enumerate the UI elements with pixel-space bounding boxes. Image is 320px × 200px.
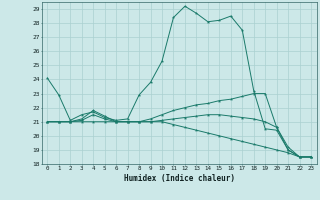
X-axis label: Humidex (Indice chaleur): Humidex (Indice chaleur) [124,174,235,183]
